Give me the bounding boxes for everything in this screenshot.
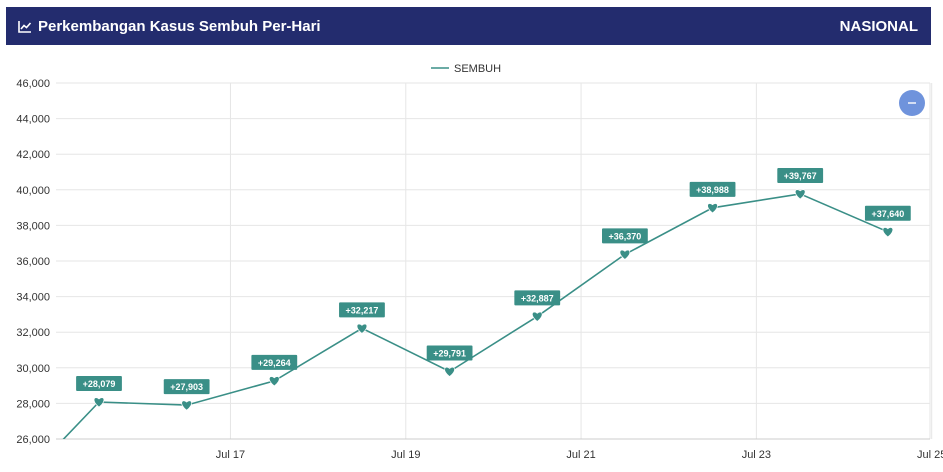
grid bbox=[56, 82, 933, 440]
data-label-text: +39,767 bbox=[784, 171, 817, 181]
data-label: +27,903 bbox=[163, 379, 210, 395]
y-tick-label: 28,000 bbox=[16, 398, 50, 410]
data-label: +29,791 bbox=[426, 345, 473, 361]
y-tick-label: 38,000 bbox=[16, 220, 50, 232]
x-tick-label: Jul 25 bbox=[917, 449, 943, 461]
region-label: NASIONAL bbox=[839, 17, 918, 35]
data-label-text: +36,370 bbox=[609, 231, 642, 241]
data-label-text: +37,640 bbox=[871, 209, 904, 219]
y-tick-label: 42,000 bbox=[16, 149, 50, 161]
y-tick-label: 36,000 bbox=[16, 256, 50, 268]
data-label-box bbox=[163, 379, 210, 395]
data-label-box bbox=[76, 375, 122, 391]
chart-header: Perkembangan Kasus Sembuh Per-Hari NASIO… bbox=[6, 7, 931, 45]
heart-icon[interactable] bbox=[269, 376, 280, 387]
x-tick-label: Jul 17 bbox=[216, 449, 245, 461]
heart-icon[interactable] bbox=[532, 311, 543, 322]
header-title-group: Perkembangan Kasus Sembuh Per-Hari bbox=[18, 7, 321, 45]
y-tick-label: 32,000 bbox=[16, 327, 50, 339]
y-tick-label: 40,000 bbox=[16, 185, 50, 197]
legend-label-sembuh: SEMBUH bbox=[454, 63, 501, 75]
axes: 26,000 28,000 30,000 32,000 34,000 36,000 38,0… bbox=[16, 78, 943, 461]
data-label-text: +29,791 bbox=[433, 349, 466, 359]
y-tick-label: 34,000 bbox=[16, 292, 50, 304]
line-chart: 26,000 28,000 30,000 32,000 34,000 36,000 38,0… bbox=[16, 63, 943, 461]
heart-icon[interactable] bbox=[795, 189, 806, 200]
data-label: +29,264 bbox=[251, 354, 298, 370]
data-label-box bbox=[864, 205, 911, 221]
data-label: +32,887 bbox=[514, 290, 561, 306]
x-tick-label: Jul 19 bbox=[391, 449, 420, 461]
y-tick-label: 30,000 bbox=[16, 363, 50, 375]
data-label-box bbox=[689, 181, 736, 197]
data-label-text: +28,079 bbox=[83, 379, 116, 389]
series-line-sembuh[interactable] bbox=[55, 193, 889, 448]
chart-title: Perkembangan Kasus Sembuh Per-Hari bbox=[38, 17, 321, 35]
y-tick-label: 44,000 bbox=[16, 114, 50, 126]
heart-icon[interactable] bbox=[181, 400, 192, 411]
x-tick-label: Jul 23 bbox=[742, 449, 771, 461]
data-label-box bbox=[426, 345, 473, 361]
data-label: +39,767 bbox=[777, 167, 824, 183]
data-label-box bbox=[777, 167, 824, 183]
y-tick-label: 46,000 bbox=[16, 78, 50, 90]
data-label: +32,217 bbox=[339, 302, 385, 318]
heart-icon[interactable] bbox=[93, 397, 105, 408]
heart-icon[interactable] bbox=[444, 366, 455, 377]
y-tick-label: 26,000 bbox=[16, 434, 50, 446]
data-label: +37,640 bbox=[864, 205, 911, 221]
data-label-text: +32,887 bbox=[521, 293, 554, 303]
legend[interactable]: SEMBUH bbox=[431, 63, 501, 75]
data-label-box bbox=[602, 228, 648, 244]
data-labels: +28,079 +27,903 +29,264 +32,217 +29,791 +32,8… bbox=[76, 167, 911, 395]
data-label-text: +38,988 bbox=[696, 185, 729, 195]
series-sembuh[interactable] bbox=[55, 189, 894, 448]
line-chart-icon bbox=[18, 20, 32, 33]
data-label-box bbox=[514, 290, 561, 306]
heart-icon[interactable] bbox=[882, 227, 894, 238]
data-label: +28,079 bbox=[76, 375, 122, 391]
data-label: +38,988 bbox=[689, 181, 736, 197]
data-label-text: +27,903 bbox=[170, 382, 203, 392]
heart-icon[interactable] bbox=[356, 323, 368, 334]
data-label-box bbox=[251, 354, 298, 370]
x-tick-label: Jul 21 bbox=[566, 449, 595, 461]
data-label-box bbox=[339, 302, 385, 318]
data-label-text: +29,264 bbox=[258, 358, 291, 368]
heart-icon[interactable] bbox=[707, 203, 718, 214]
zoom-out-button[interactable] bbox=[899, 90, 925, 116]
heart-icon[interactable] bbox=[619, 249, 631, 260]
data-label: +36,370 bbox=[602, 228, 648, 244]
data-label-text: +32,217 bbox=[346, 305, 379, 315]
